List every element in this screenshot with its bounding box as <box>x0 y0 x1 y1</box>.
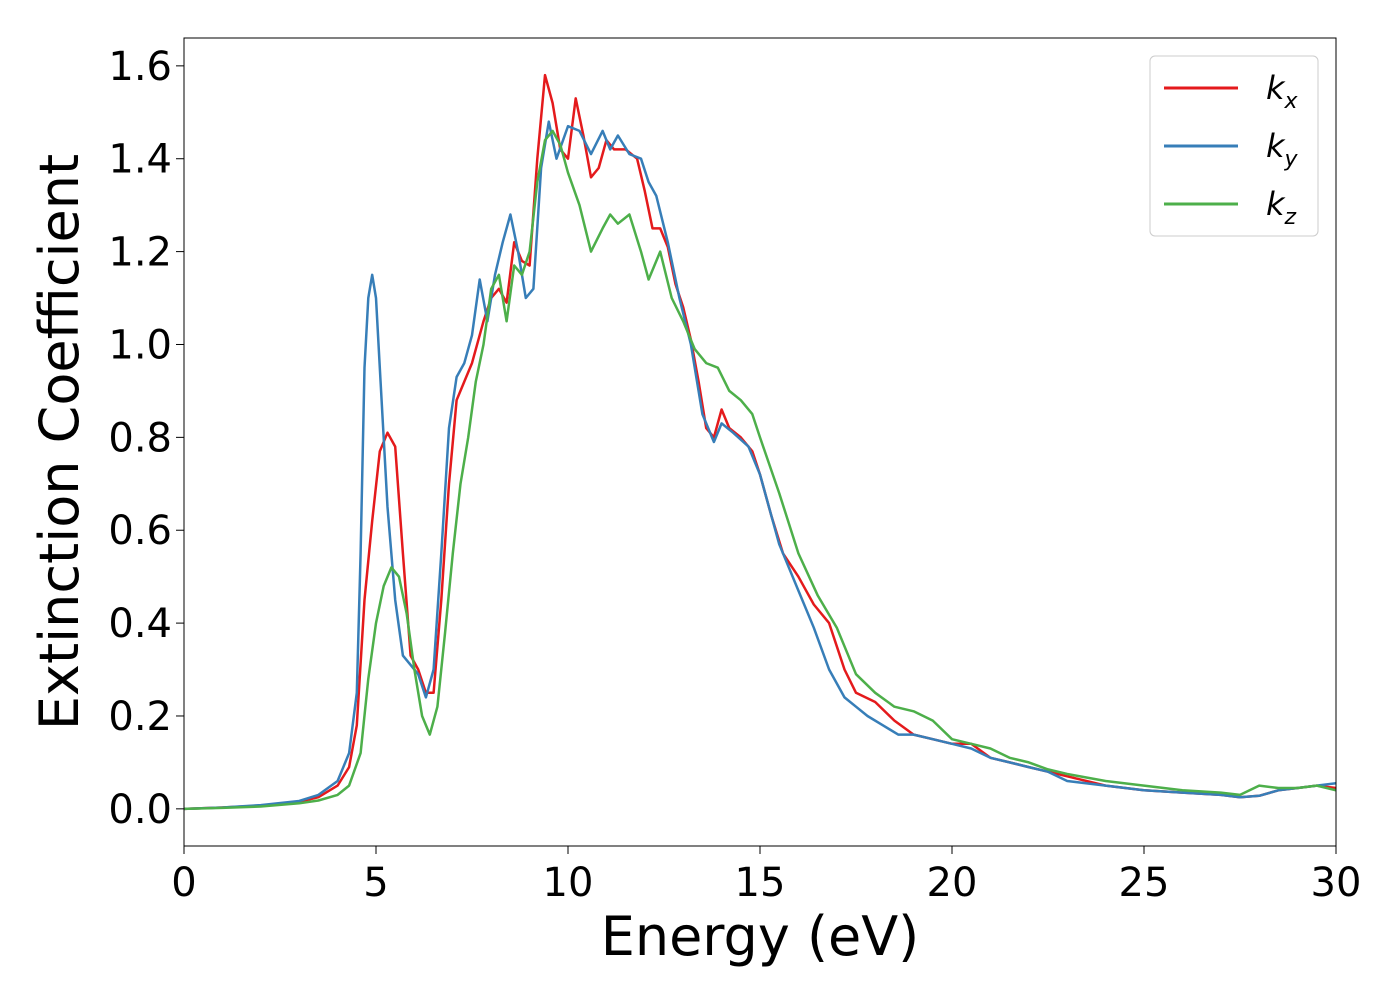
x-tick-label: 0 <box>171 860 196 906</box>
x-tick-label: 10 <box>543 860 594 906</box>
legend-label-y: ky <box>1266 127 1299 172</box>
y-tick-label: 0.2 <box>108 694 172 740</box>
x-axis: 0 5 10 15 20 25 30 <box>171 846 1361 906</box>
x-axis-title: Energy (eV) <box>601 905 920 968</box>
y-tick-label: 0.6 <box>108 508 172 554</box>
y-axis-title: Extinction Coefficient <box>28 154 91 730</box>
x-tick-label: 15 <box>735 860 786 906</box>
x-tick-label: 25 <box>1119 860 1170 906</box>
legend-label-base: k <box>1266 69 1286 107</box>
legend-label-z: kz <box>1266 185 1297 230</box>
y-axis: 0.0 0.2 0.4 0.6 0.8 1.0 1.2 1.4 1.6 <box>108 44 184 833</box>
y-tick-label: 0.8 <box>108 415 172 461</box>
legend-label-subscript: x <box>1284 89 1299 114</box>
y-tick-label: 1.2 <box>108 230 172 276</box>
x-tick-label: 30 <box>1311 860 1362 906</box>
y-tick-label: 0.4 <box>108 601 172 647</box>
y-tick-label: 0.0 <box>108 787 172 833</box>
legend-label-x: kx <box>1266 69 1299 114</box>
legend-label-base: k <box>1266 185 1286 223</box>
y-tick-label: 1.4 <box>108 137 172 183</box>
series-line-y <box>184 120 1336 811</box>
series-layer <box>184 73 1336 811</box>
series-line-z <box>184 129 1336 811</box>
legend-label-subscript: y <box>1284 147 1299 172</box>
y-tick-label: 1.6 <box>108 44 172 90</box>
legend-label-subscript: z <box>1284 205 1297 230</box>
y-tick-label: 1.0 <box>108 322 172 368</box>
legend-label-base: k <box>1266 127 1286 165</box>
x-tick-label: 20 <box>927 860 978 906</box>
x-tick-label: 5 <box>363 860 388 906</box>
